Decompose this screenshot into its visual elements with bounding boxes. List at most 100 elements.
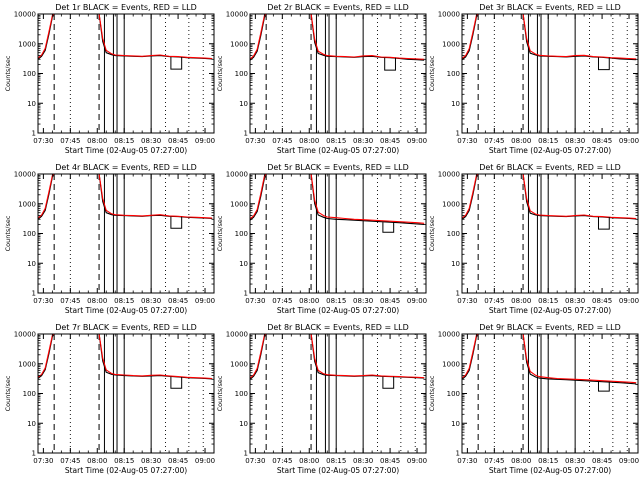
x-tick-label: 09:00 (195, 457, 215, 465)
series-lld-line (462, 174, 637, 220)
x-axis-label: Start Time (02-Aug-05 07:27:00) (65, 146, 187, 155)
x-tick-label: 07:45 (60, 297, 80, 305)
x-tick-label: 08:30 (141, 457, 161, 465)
y-tick-label: 100 (447, 230, 460, 238)
series-events-line (38, 174, 213, 220)
x-axis-label: Start Time (02-Aug-05 07:27:00) (489, 146, 611, 155)
y-tick-label: 100 (23, 390, 36, 398)
y-tick-label: 1000 (18, 200, 36, 208)
x-tick-label: 08:30 (565, 457, 585, 465)
series-lld-line (38, 174, 213, 219)
x-axis-label: Start Time (02-Aug-05 07:27:00) (277, 146, 399, 155)
x-tick-label: 08:00 (299, 137, 319, 145)
x-tick-label: 08:00 (87, 457, 107, 465)
chart-panel: Det 8r BLACK = Events, RED = LLD Start Ti… (216, 323, 427, 475)
events-dip-step (597, 216, 610, 230)
chart-title: Det 6r BLACK = Events, RED = LLD (479, 163, 621, 172)
y-axis-label: Counts/sec (216, 215, 224, 251)
events-dip-step (170, 376, 183, 389)
y-axis-label: Counts/sec (428, 215, 436, 251)
x-tick-label: 08:00 (299, 297, 319, 305)
y-tick-label: 1 (244, 290, 248, 298)
x-tick-label: 08:15 (538, 297, 558, 305)
x-tick-label: 07:45 (484, 457, 504, 465)
series-events-line (250, 14, 425, 61)
y-tick-label: 10000 (226, 331, 248, 339)
plot-frame (461, 13, 639, 134)
x-tick-label: 08:45 (380, 297, 400, 305)
x-axis-label: Start Time (02-Aug-05 07:27:00) (489, 306, 611, 315)
plot-frame (249, 333, 427, 454)
x-tick-label: 09:00 (407, 297, 427, 305)
y-tick-label: 100 (447, 390, 460, 398)
chart-title: Det 1r BLACK = Events, RED = LLD (55, 3, 197, 12)
x-tick-label: 07:45 (484, 137, 504, 145)
y-tick-label: 1 (32, 450, 36, 458)
x-tick-label: 07:30 (245, 297, 265, 305)
y-tick-label: 10 (239, 100, 248, 108)
y-tick-label: 10000 (14, 331, 36, 339)
y-tick-label: 1000 (442, 360, 460, 368)
plot-frame (37, 173, 215, 294)
x-axis-label: Start Time (02-Aug-05 07:27:00) (65, 466, 187, 475)
x-tick-label: 08:00 (87, 137, 107, 145)
x-axis-label: Start Time (02-Aug-05 07:27:00) (277, 466, 399, 475)
events-dip-step (170, 56, 183, 70)
x-tick-label: 08:45 (592, 137, 612, 145)
x-tick-label: 09:00 (407, 457, 427, 465)
plot-frame (37, 333, 215, 454)
x-tick-label: 07:30 (33, 457, 53, 465)
chart-panel: Det 2r BLACK = Events, RED = LLD Start Ti… (216, 3, 427, 155)
y-tick-label: 10 (27, 260, 36, 268)
y-tick-label: 10 (239, 260, 248, 268)
chart-panel: Det 5r BLACK = Events, RED = LLD Start Ti… (216, 163, 427, 315)
series-events-line (462, 334, 637, 385)
y-tick-label: 1000 (442, 40, 460, 48)
series-events-line (38, 14, 213, 60)
chart-panel: Det 9r BLACK = Events, RED = LLD Start Ti… (428, 323, 639, 475)
chart-title: Det 5r BLACK = Events, RED = LLD (267, 163, 409, 172)
y-tick-label: 10000 (226, 11, 248, 19)
y-tick-label: 1 (244, 450, 248, 458)
series-events-line (38, 334, 213, 380)
y-tick-label: 100 (235, 390, 248, 398)
x-axis-label: Start Time (02-Aug-05 07:27:00) (277, 306, 399, 315)
series-lld-line (462, 14, 637, 60)
x-tick-label: 09:00 (619, 457, 639, 465)
x-tick-label: 08:45 (380, 137, 400, 145)
series-lld-line (250, 334, 425, 379)
chart-title: Det 3r BLACK = Events, RED = LLD (479, 3, 621, 12)
x-tick-label: 08:15 (538, 457, 558, 465)
x-tick-label: 07:30 (33, 137, 53, 145)
x-tick-label: 07:30 (457, 457, 477, 465)
y-tick-label: 1 (32, 290, 36, 298)
plot-frame (461, 173, 639, 294)
chart-title: Det 9r BLACK = Events, RED = LLD (479, 323, 621, 332)
plot-frame (249, 173, 427, 294)
y-tick-label: 10 (27, 420, 36, 428)
y-tick-label: 1000 (230, 200, 248, 208)
x-tick-label: 07:30 (245, 137, 265, 145)
x-tick-label: 08:15 (326, 137, 346, 145)
plot-frame (461, 333, 639, 454)
series-lld-line (462, 334, 637, 384)
x-tick-label: 07:45 (272, 297, 292, 305)
series-events-line (462, 174, 637, 220)
y-axis-label: Counts/sec (428, 55, 436, 91)
x-tick-label: 09:00 (195, 137, 215, 145)
x-tick-label: 07:30 (245, 457, 265, 465)
x-tick-label: 08:45 (592, 297, 612, 305)
x-tick-label: 09:00 (407, 137, 427, 145)
y-axis-label: Counts/sec (216, 375, 224, 411)
y-tick-label: 1000 (230, 360, 248, 368)
x-tick-label: 09:00 (195, 297, 215, 305)
x-tick-label: 08:30 (565, 297, 585, 305)
x-tick-label: 08:15 (114, 297, 134, 305)
x-tick-label: 07:45 (60, 137, 80, 145)
events-dip-step (384, 57, 396, 71)
y-tick-label: 10 (451, 100, 460, 108)
x-tick-label: 07:45 (484, 297, 504, 305)
y-tick-label: 100 (23, 70, 36, 78)
plot-frame (37, 13, 215, 134)
